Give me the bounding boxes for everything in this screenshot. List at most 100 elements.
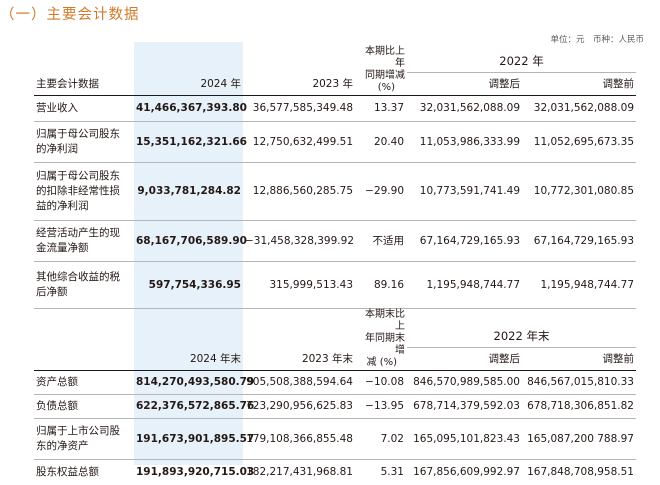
col-change-header-line: 本期比上年	[357, 46, 405, 70]
col-change-header-line: (%)	[357, 82, 405, 94]
row-label: 股东权益总额	[34, 460, 134, 485]
row-label-line: 营业收入	[36, 101, 132, 116]
row-label-line: 资产总额	[36, 375, 132, 390]
value-2022-before: 11,052,695,673.35	[522, 122, 636, 163]
value-change: −29.90	[355, 163, 407, 221]
value-change: 89.16	[355, 262, 407, 309]
row-label-line: 经营活动产生的现	[36, 226, 132, 241]
value-2024: 9,033,781,284.82	[134, 163, 243, 221]
value-change: 13.37	[355, 96, 407, 122]
value-2022-adjusted: 167,856,609,992.97	[407, 460, 522, 485]
row-label-line: 归属于母公司股东	[36, 169, 132, 184]
value-2022-adjusted: 1,195,948,744.77	[407, 262, 522, 309]
value-2022-adjusted: 846,570,989,585.00	[407, 371, 522, 395]
value-2023: 12,886,560,285.75	[243, 163, 355, 221]
value-change: −10.08	[355, 371, 407, 395]
value-2022-adjusted: 165,095,101,823.43	[407, 419, 522, 460]
col-adjusted-header: 调整后	[407, 73, 522, 96]
row-label: 归属于母公司股东 的扣除非经常性损 益的净利润	[34, 163, 134, 221]
col-adjusted-header: 调整后	[407, 348, 522, 371]
value-2024: 41,466,367,393.80	[134, 96, 243, 122]
table-row: 其他综合收益的税 后净额 597,754,336.95 315,999,513.…	[34, 262, 636, 309]
table-row: 负债总额 622,376,572,865.76 723,290,956,625.…	[34, 395, 636, 419]
row-label-line: 归属于母公司股东	[36, 127, 132, 142]
value-2022-before: 10,772,301,080.85	[522, 163, 636, 221]
value-2024: 597,754,336.95	[134, 262, 243, 309]
group-2022-end-header: 2022 年末	[407, 309, 636, 348]
row-label: 资产总额	[34, 371, 134, 395]
row-label-line: 益的净利润	[36, 199, 132, 214]
row-label-line: 归属于上市公司股	[36, 424, 132, 439]
value-2022-adjusted: 32,031,562,088.09	[407, 96, 522, 122]
table-row: 经营活动产生的现 金流量净额 68,167,706,589.90 −31,458…	[34, 221, 636, 262]
value-2024: 191,893,920,715.03	[134, 460, 243, 485]
value-2024: 191,673,901,895.57	[134, 419, 243, 460]
table-row: 归属于母公司股东 的净利润 15,351,162,321.66 12,750,6…	[34, 122, 636, 163]
value-2022-before: 167,848,708,958.51	[522, 460, 636, 485]
table-row: 归属于上市公司股 东的净资产 191,673,901,895.57 179,10…	[34, 419, 636, 460]
value-2024: 15,351,162,321.66	[134, 122, 243, 163]
value-change: 7.02	[355, 419, 407, 460]
row-label-line: 的扣除非经常性损	[36, 184, 132, 199]
value-2024: 68,167,706,589.90	[134, 221, 243, 262]
col-2023-header: 2023 年	[243, 42, 355, 96]
value-2023: 36,577,585,349.48	[243, 96, 355, 122]
col-change-header-line: 减 (%)	[357, 357, 405, 369]
value-2023: 905,508,388,594.64	[243, 371, 355, 395]
value-2023: 12,750,632,499.51	[243, 122, 355, 163]
col-before-header: 调整前	[522, 73, 636, 96]
label-header: 主要会计数据	[34, 42, 134, 96]
col-before-header: 调整前	[522, 348, 636, 371]
row-label: 负债总额	[34, 395, 134, 419]
row-label-line: 其他综合收益的税	[36, 270, 132, 285]
accounting-data-table: 主要会计数据 2024 年 2023 年 本期比上年 同期增减 (%) 2022…	[34, 42, 636, 485]
value-2024: 622,376,572,865.76	[134, 395, 243, 419]
group-2022-header: 2022 年	[407, 42, 636, 73]
value-2023: 315,999,513.43	[243, 262, 355, 309]
value-2022-adjusted: 10,773,591,741.49	[407, 163, 522, 221]
value-2022-before: 67,164,729,165.93	[522, 221, 636, 262]
value-2022-before: 32,031,562,088.09	[522, 96, 636, 122]
value-2023: 179,108,366,855.48	[243, 419, 355, 460]
table1-header-row: 主要会计数据 2024 年 2023 年 本期比上年 同期增减 (%) 2022…	[34, 42, 636, 73]
value-2022-before: 1,195,948,744.77	[522, 262, 636, 309]
col-change-header-line: 本期末比上	[357, 309, 405, 333]
value-2024: 814,270,493,580.79	[134, 371, 243, 395]
row-label-line: 金流量净额	[36, 241, 132, 256]
row-label-line: 的净利润	[36, 142, 132, 157]
value-change: −13.95	[355, 395, 407, 419]
value-change: 不适用	[355, 221, 407, 262]
value-change: 5.31	[355, 460, 407, 485]
value-change: 20.40	[355, 122, 407, 163]
row-label: 营业收入	[34, 96, 134, 122]
value-2022-adjusted: 11,053,986,333.99	[407, 122, 522, 163]
value-2023: −31,458,328,399.92	[243, 221, 355, 262]
col-change-header-line: 同期增减	[357, 70, 405, 82]
row-label: 其他综合收益的税 后净额	[34, 262, 134, 309]
row-label-line: 后净额	[36, 285, 132, 300]
row-label-line: 负债总额	[36, 399, 132, 414]
section-title: （一）主要会计数据	[0, 3, 140, 24]
col-2024-header: 2024 年	[134, 42, 243, 96]
value-2022-adjusted: 67,164,729,165.93	[407, 221, 522, 262]
row-label: 归属于上市公司股 东的净资产	[34, 419, 134, 460]
value-2022-adjusted: 678,714,379,592.03	[407, 395, 522, 419]
table-row: 营业收入 41,466,367,393.80 36,577,585,349.48…	[34, 96, 636, 122]
value-2022-before: 678,718,306,851.82	[522, 395, 636, 419]
col-change-end-header: 本期末比上 年同期末增 减 (%)	[355, 309, 407, 371]
row-label-line: 东的净资产	[36, 439, 132, 454]
col-change-header: 本期比上年 同期增减 (%)	[355, 42, 407, 96]
table-row: 资产总额 814,270,493,580.79 905,508,388,594.…	[34, 371, 636, 395]
value-2022-before: 846,567,015,810.33	[522, 371, 636, 395]
col-2023-end-header: 2023 年末	[243, 309, 355, 371]
table-row: 归属于母公司股东 的扣除非经常性损 益的净利润 9,033,781,284.82…	[34, 163, 636, 221]
value-2022-before: 165,087,200 788.97	[522, 419, 636, 460]
value-2023: 182,217,431,968.81	[243, 460, 355, 485]
row-label: 经营活动产生的现 金流量净额	[34, 221, 134, 262]
value-2023: 723,290,956,625.83	[243, 395, 355, 419]
row-label: 归属于母公司股东 的净利润	[34, 122, 134, 163]
col-2024-end-header: 2024 年末	[134, 309, 243, 371]
table2-header-row: 2024 年末 2023 年末 本期末比上 年同期末增 减 (%) 2022 年…	[34, 309, 636, 348]
row-label-line: 股东权益总额	[36, 465, 132, 480]
table-row: 股东权益总额 191,893,920,715.03 182,217,431,96…	[34, 460, 636, 485]
